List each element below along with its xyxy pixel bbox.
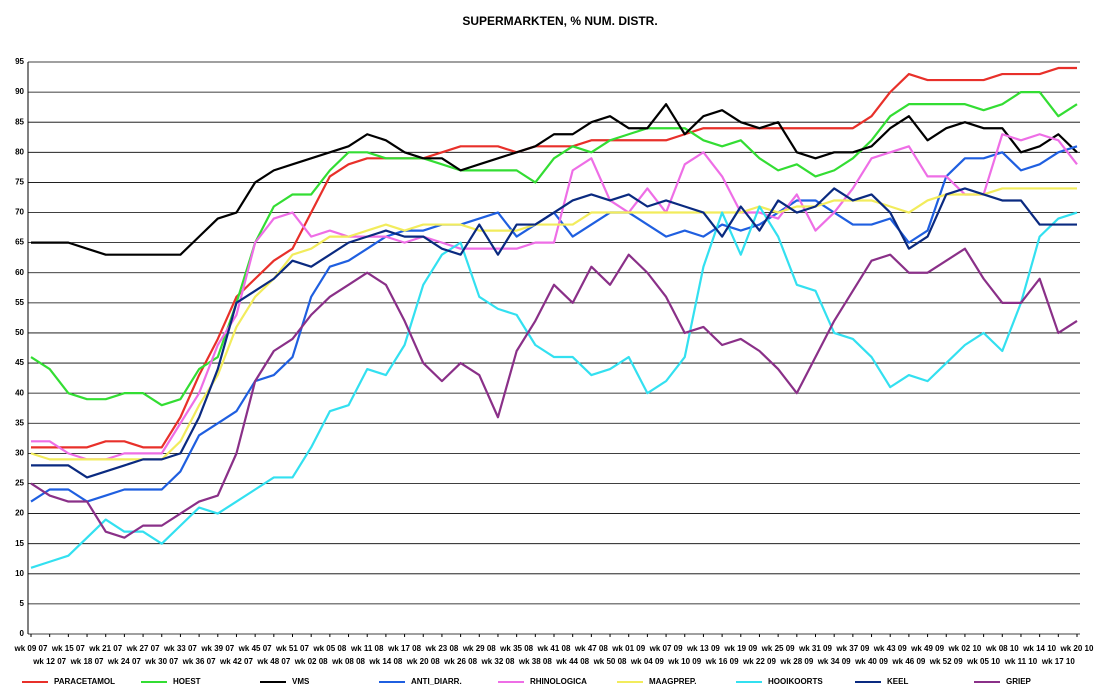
x-tick-label: wk 14 10 (1022, 644, 1056, 653)
y-tick-label: 40 (15, 388, 24, 397)
x-tick-label: wk 20 10 (1060, 644, 1094, 653)
legend-label: KEEL (887, 677, 908, 686)
x-tick-label: wk 33 07 (163, 644, 197, 653)
x-tick-label: wk 19 09 (723, 644, 757, 653)
y-tick-label: 5 (20, 599, 25, 608)
x-tick-label: wk 51 07 (275, 644, 309, 653)
x-tick-label: wk 47 08 (574, 644, 608, 653)
x-tick-label: wk 41 08 (537, 644, 571, 653)
x-tick-label: wk 17 08 (387, 644, 421, 653)
x-tick-label: wk 39 07 (200, 644, 234, 653)
x-tick-label: wk 34 09 (817, 657, 851, 666)
x-tick-label: wk 16 09 (705, 657, 739, 666)
x-tick-label: wk 07 09 (649, 644, 683, 653)
series-line (31, 66, 1077, 449)
y-tick-label: 95 (15, 57, 24, 66)
series-line (30, 145, 1078, 503)
x-tick-label: wk 28 09 (779, 657, 813, 666)
x-tick-label: wk 37 09 (835, 644, 869, 653)
x-tick-label: wk 26 08 (443, 657, 477, 666)
y-tick-label: 0 (20, 629, 25, 638)
legend-label: VMS (292, 677, 310, 686)
y-tick-label: 55 (15, 298, 24, 307)
y-tick-label: 45 (15, 358, 24, 367)
x-tick-label: wk 32 08 (481, 657, 515, 666)
series-line (30, 91, 1078, 407)
x-tick-label: wk 17 10 (1041, 657, 1075, 666)
x-tick-label: wk 35 08 (499, 644, 533, 653)
x-tick-label: wk 46 09 (891, 657, 925, 666)
series-line (30, 247, 1078, 539)
x-tick-label: wk 44 08 (555, 657, 589, 666)
y-tick-label: 90 (15, 87, 24, 96)
series-line (31, 187, 1077, 479)
x-tick-label: wk 21 07 (88, 644, 122, 653)
x-tick-label: wk 24 07 (107, 657, 141, 666)
x-tick-label: wk 02 10 (947, 644, 981, 653)
legend-label: HOEST (173, 677, 201, 686)
legend-label: GRIEP (1006, 677, 1032, 686)
legend-label: RHINOLOGICA (530, 677, 587, 686)
x-tick-label: wk 25 09 (761, 644, 795, 653)
y-tick-label: 35 (15, 418, 24, 427)
x-tick-label: wk 05 10 (966, 657, 1000, 666)
x-tick-label: wk 15 07 (51, 644, 85, 653)
y-tick-label: 85 (15, 117, 24, 126)
x-tick-label: wk 30 07 (144, 657, 178, 666)
x-tick-label: wk 05 08 (312, 644, 346, 653)
x-tick-label: wk 02 08 (294, 657, 328, 666)
x-tick-label: wk 12 07 (32, 657, 66, 666)
x-tick-label: wk 11 10 (1004, 657, 1038, 666)
x-tick-label: wk 31 09 (798, 644, 832, 653)
y-tick-label: 60 (15, 268, 24, 277)
x-tick-label: wk 09 07 (14, 644, 48, 653)
y-tick-label: 75 (15, 178, 24, 187)
chart-title: SUPERMARKTEN, % NUM. DISTR. (462, 14, 657, 28)
x-tick-label: wk 50 08 (593, 657, 627, 666)
x-tick-label: wk 43 09 (873, 644, 907, 653)
x-tick-label: wk 48 07 (256, 657, 290, 666)
x-tick-label: wk 36 07 (182, 657, 216, 666)
y-tick-label: 50 (15, 328, 24, 337)
y-tick-label: 80 (15, 147, 24, 156)
x-tick-label: wk 13 09 (686, 644, 720, 653)
x-tick-label: wk 01 09 (611, 644, 645, 653)
series-line (30, 205, 1078, 569)
series-line (30, 187, 1077, 461)
x-tick-label: wk 14 08 (368, 657, 402, 666)
x-tick-label: wk 04 09 (630, 657, 664, 666)
x-tick-label: wk 08 08 (331, 657, 365, 666)
x-tick-label: wk 23 08 (424, 644, 458, 653)
x-tick-label: wk 52 09 (929, 657, 963, 666)
y-tick-label: 30 (15, 448, 24, 457)
legend-label: MAAGPREP. (649, 677, 696, 686)
x-tick-label: wk 22 09 (742, 657, 776, 666)
x-tick-label: wk 11 08 (350, 644, 384, 653)
x-tick-label: wk 27 07 (126, 644, 160, 653)
x-tick-label: wk 18 07 (70, 657, 104, 666)
series-line (31, 133, 1078, 461)
x-tick-label: wk 49 09 (910, 644, 944, 653)
x-tick-label: wk 45 07 (238, 644, 272, 653)
x-tick-label: wk 40 09 (854, 657, 888, 666)
legend-label: HOOIKOORTS (768, 677, 823, 686)
legend-label: PARACETAMOL (54, 677, 115, 686)
y-tick-label: 70 (15, 208, 24, 217)
y-tick-label: 10 (15, 569, 24, 578)
x-tick-label: wk 10 09 (667, 657, 701, 666)
x-tick-label: wk 08 10 (985, 644, 1019, 653)
x-tick-label: wk 38 08 (518, 657, 552, 666)
x-tick-label: wk 29 08 (462, 644, 496, 653)
x-tick-label: wk 42 07 (219, 657, 253, 666)
y-tick-label: 15 (15, 539, 24, 548)
legend-label: ANTI_DIARR. (411, 677, 462, 686)
y-tick-label: 65 (15, 238, 24, 247)
series-line (31, 103, 1078, 256)
y-tick-label: 25 (15, 479, 24, 488)
y-tick-label: 20 (15, 509, 24, 518)
x-tick-label: wk 20 08 (406, 657, 440, 666)
